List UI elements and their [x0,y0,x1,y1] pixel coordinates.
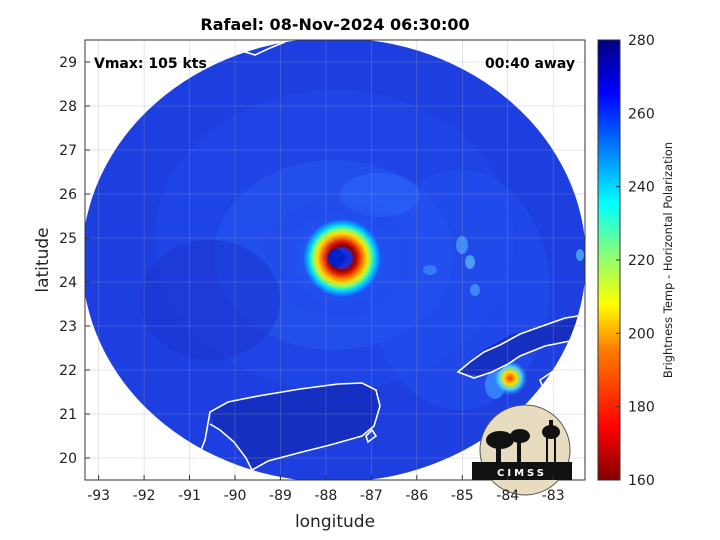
colorbar-tick-label: 240 [628,180,655,196]
y-tick-label: 28 [59,99,77,115]
x-tick-label: -83 [542,488,565,504]
x-axis-label: longitude [295,512,375,532]
plot-frame [84,39,586,481]
y-axis-label: latitude [33,227,53,292]
y-axis-ticks: 20 21 22 23 24 25 26 27 28 29 [59,55,90,467]
colorbar-tick-label: 280 [628,33,655,49]
cimss-logo: CIMSS [472,404,572,496]
colorbar: 160 180 200 220 240 260 280 Brightness Temp - … [597,33,675,489]
gridlines [85,40,585,480]
x-tick-label: -86 [405,488,428,504]
yucatan-coastline [189,382,381,480]
water-tower-icon [542,420,560,462]
x-tick-label: -85 [451,488,474,504]
florida-coastline [555,40,585,151]
map-title: Rafael: 08-Nov-2024 06:30:00 [200,15,469,34]
colorbar-tick-label: 220 [628,253,655,269]
time-away-label: 00:40 away [485,56,575,72]
x-tick-label: -90 [224,488,247,504]
y-tick-label: 29 [59,55,77,71]
vmax-label: Vmax: 105 kts [94,56,207,72]
x-tick-label: -87 [360,488,383,504]
y-tick-label: 20 [59,451,77,467]
x-tick-label: -89 [269,488,292,504]
cozumel-outline [365,428,378,444]
cuba-coastline [456,314,585,379]
colorbar-tick-label: 160 [628,473,655,489]
y-tick-label: 25 [59,231,77,247]
y-tick-label: 23 [59,319,77,335]
colorbar-tick-label: 260 [628,106,655,122]
x-axis-ticks: -93 -92 -91 -90 -89 -88 -87 -86 -85 -84 -83 [87,475,565,504]
isla-juventud-outline [539,371,564,391]
colorbar-label: Brightness Temp - Horizontal Polarizatio… [661,142,675,378]
x-tick-label: -91 [178,488,201,504]
plot-area [85,40,585,480]
x-tick-label: -84 [496,488,519,504]
x-tick-label: -88 [314,488,337,504]
y-tick-label: 22 [59,363,77,379]
satellite-dish-icon [486,429,530,462]
logo-text: CIMSS [497,468,547,479]
colorbar-tick-label: 200 [628,326,655,342]
colorbar-ticks: 160 180 200 220 240 260 280 [616,33,655,489]
colorbar-tick-label: 180 [628,400,655,416]
louisiana-coastline [167,41,286,56]
microwave-swath [85,40,585,480]
x-tick-label: -92 [133,488,156,504]
y-tick-label: 27 [59,143,77,159]
coastlines [167,40,585,480]
y-tick-label: 24 [59,275,77,291]
y-tick-label: 26 [59,187,77,203]
y-tick-label: 21 [59,407,77,423]
x-tick-label: -93 [87,488,110,504]
